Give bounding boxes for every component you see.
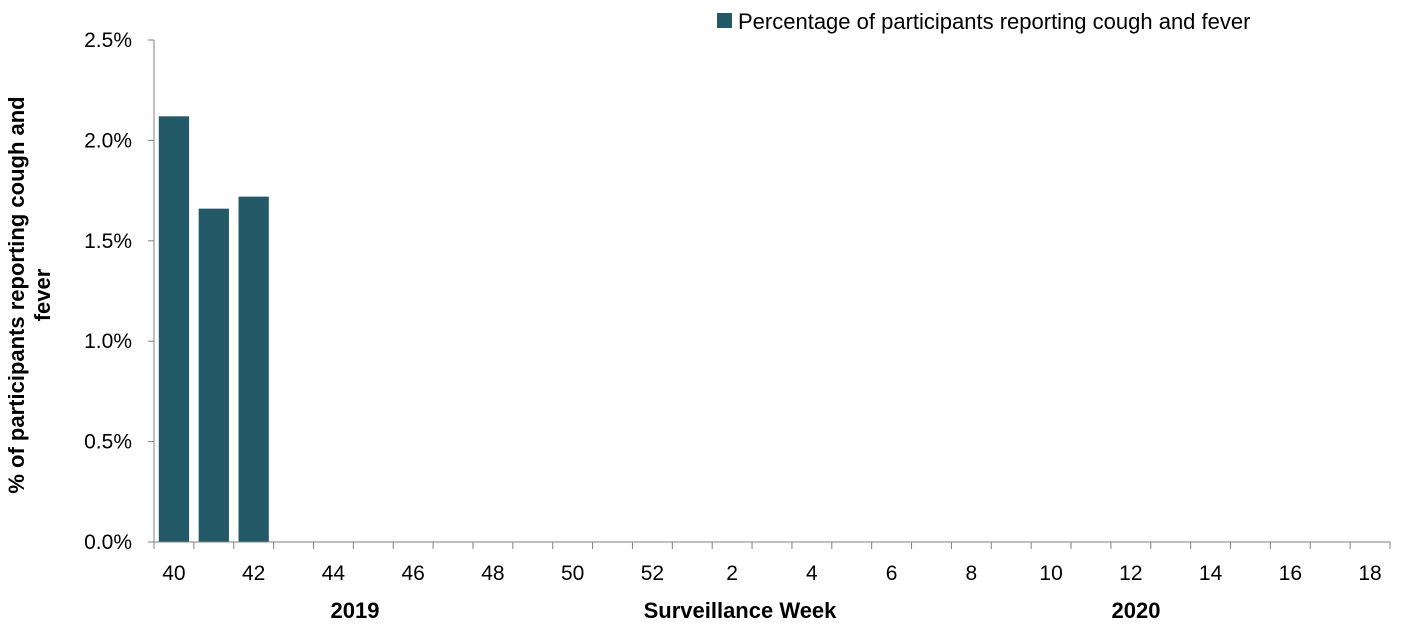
y-tick-label: 1.0% <box>84 330 132 353</box>
y-tick-label: 1.5% <box>84 230 132 253</box>
bar-week-40 <box>158 116 190 542</box>
legend-label: Percentage of participants reporting cou… <box>738 9 1250 34</box>
x-axis-title: Surveillance Week <box>644 598 838 623</box>
x-tick-label: 44 <box>322 562 346 585</box>
x-tick-label: 46 <box>401 562 424 585</box>
x-tick-label: 42 <box>242 562 265 585</box>
x-tick-label: 12 <box>1119 562 1142 585</box>
x-tick-label: 48 <box>481 562 504 585</box>
x-axis: 40 42 44 46 48 50 52 2 4 6 8 10 12 14 16 18 <box>153 541 1391 585</box>
y-tick-label: 2.0% <box>84 129 132 152</box>
y-axis-title-line-2: fever <box>30 268 55 321</box>
x-tick-label: 18 <box>1358 562 1381 585</box>
bar-week-42 <box>238 196 269 542</box>
y-axis-title: % of participants reporting cough and fe… <box>4 96 55 493</box>
legend: Percentage of participants reporting cou… <box>717 9 1250 34</box>
y-tick-label: 0.5% <box>84 431 132 454</box>
x-tick-label: 2 <box>726 562 738 585</box>
y-axis: 0.0% 0.5% 1.0% 1.5% 2.0% 2.5% <box>84 29 155 554</box>
x-tick-label: 52 <box>641 562 664 585</box>
bar-series <box>158 116 269 542</box>
legend-swatch <box>717 13 732 28</box>
x-tick-label: 4 <box>806 562 818 585</box>
x-tick-label: 40 <box>162 562 185 585</box>
x-tick-label: 14 <box>1199 562 1223 585</box>
x-tick-label: 10 <box>1039 562 1062 585</box>
x-tick-label: 8 <box>966 562 978 585</box>
year-label-2019: 2019 <box>331 598 380 623</box>
x-tick-label: 50 <box>561 562 584 585</box>
y-axis-title-line-1: % of participants reporting cough and <box>4 96 29 493</box>
year-label-2020: 2020 <box>1112 598 1161 623</box>
y-tick-label: 0.0% <box>84 531 132 554</box>
x-tick-label: 16 <box>1279 562 1302 585</box>
bar-week-41 <box>198 208 229 542</box>
x-tick-label: 6 <box>886 562 898 585</box>
y-tick-label: 2.5% <box>84 29 132 52</box>
